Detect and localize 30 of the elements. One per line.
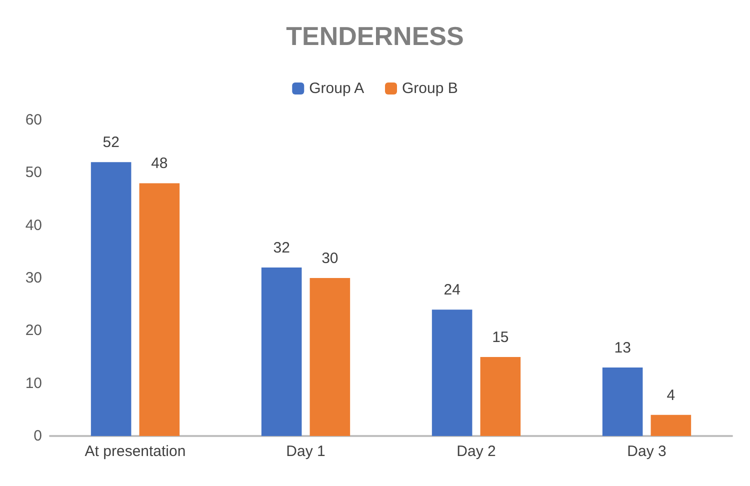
chart-title: TENDERNESS [286, 21, 464, 51]
y-tick-label: 40 [25, 216, 42, 234]
bar [480, 357, 521, 436]
x-tick-label: At presentation [84, 443, 186, 460]
y-tick-label: 60 [25, 112, 42, 128]
bar [261, 267, 302, 436]
y-tick-label: 0 [34, 428, 42, 444]
x-tick-label: Day 3 [627, 443, 666, 460]
bar [602, 368, 643, 436]
bar [90, 162, 132, 436]
x-tick-label: Day 2 [456, 443, 496, 460]
data-label: 30 [322, 250, 338, 267]
bar [432, 310, 472, 436]
x-tick-label: Day 1 [286, 443, 326, 460]
data-label: 52 [102, 134, 120, 152]
y-tick-label: 20 [25, 322, 42, 340]
data-label: 13 [614, 340, 631, 357]
legend-label: Group B [402, 80, 458, 97]
bar [139, 183, 180, 436]
y-tick-label: 30 [25, 270, 42, 286]
bar [310, 278, 350, 436]
legend-label: Group A [309, 80, 364, 97]
data-label: 32 [273, 239, 290, 256]
data-label: 4 [666, 386, 676, 404]
data-label: 15 [492, 329, 509, 346]
y-tick-label: 10 [25, 374, 42, 392]
bar [650, 414, 692, 436]
data-label: 24 [444, 282, 460, 299]
data-label: 48 [151, 155, 168, 172]
y-tick-label: 50 [25, 164, 42, 182]
